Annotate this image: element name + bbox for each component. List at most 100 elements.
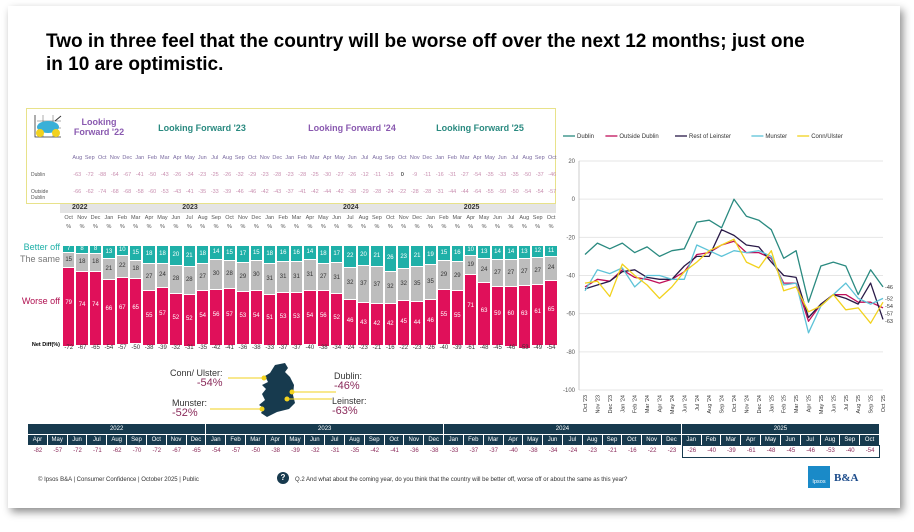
bar-the-same: 29	[438, 261, 450, 290]
bar-value: 13	[480, 248, 488, 255]
bar-value: 28	[226, 271, 233, 277]
month-header: Jul	[211, 155, 219, 161]
bar-the-same: 18	[89, 254, 102, 272]
bar-better-off: 18	[143, 246, 155, 264]
table-cell: -23	[285, 172, 294, 178]
net-value: -67	[77, 345, 87, 351]
bar-value: 18	[92, 259, 99, 265]
x-tick-label: Feb '25	[782, 395, 788, 413]
bar-value: 45	[400, 319, 408, 325]
bar-better-off: 12	[532, 246, 544, 258]
unit-label: %	[106, 224, 112, 230]
bar-the-same: 18	[130, 261, 142, 279]
table-cell: -26	[348, 172, 357, 178]
table-cell: -28	[410, 189, 419, 195]
month-header: Jan	[285, 155, 295, 161]
bar-better-off: 23	[398, 246, 410, 269]
bar-the-same: 27	[317, 264, 329, 291]
net-value-cell: -26	[687, 448, 697, 454]
table-cell: -50	[523, 172, 532, 178]
bar-the-same: 31	[331, 263, 343, 294]
bar-the-same: 32	[398, 269, 410, 301]
table-cell: -53	[160, 189, 169, 195]
bar-value: 31	[333, 274, 341, 281]
table-cell: -43	[273, 189, 282, 195]
month-header: Sep	[840, 435, 860, 445]
unit-label: %	[253, 224, 259, 230]
table-cell: -23	[198, 172, 207, 178]
bar-value: 15	[252, 249, 260, 256]
unit-label: %	[548, 224, 554, 230]
month-header: Apr	[265, 435, 285, 445]
month-header: Aug	[72, 155, 83, 161]
net-value-cell: -35	[350, 448, 360, 454]
net-value-cell: -72	[73, 448, 82, 454]
bar-value: 15	[440, 249, 448, 256]
bar-better-off: 20	[357, 246, 370, 266]
table-cell: -46	[248, 189, 257, 195]
bar-the-same: 31	[290, 262, 303, 293]
bar-worse-off: 71	[465, 275, 477, 346]
bar-better-off: 21	[411, 246, 423, 267]
table-cell: -29	[360, 189, 369, 195]
table-cell: -34	[185, 172, 194, 178]
net-value: -53	[519, 345, 529, 351]
bar-worse-off: 57	[156, 288, 169, 345]
bar-value: 46	[427, 318, 434, 325]
net-diff-label: Net Diff(%)	[31, 342, 60, 348]
table-cell: -44	[448, 189, 457, 195]
legend-label: Outside Dublin	[619, 134, 658, 140]
bar-the-same: 24	[478, 259, 490, 283]
bar-value: 10	[467, 247, 475, 253]
month-header: Nov	[409, 155, 420, 161]
net-value-cell: -40	[845, 448, 855, 454]
month-header: Nov	[259, 155, 270, 161]
net-value-cell: -37	[489, 448, 498, 454]
bar-value: 15	[132, 249, 140, 256]
end-label: -57	[885, 311, 893, 317]
month-header: Dec	[272, 155, 283, 161]
label-better-off: Better off	[23, 242, 60, 252]
table-cell: -33	[210, 189, 219, 195]
net-value-cell: -42	[370, 448, 380, 454]
year-label: 2025	[463, 204, 480, 211]
month-label: Oct	[386, 215, 395, 221]
bar-value: 53	[279, 314, 287, 321]
copyright: © Ipsos B&A | Consumer Confidence | Octo…	[38, 477, 199, 483]
bar-value: 27	[319, 273, 327, 280]
table-cell: -29	[248, 172, 257, 178]
bar-the-same: 22	[116, 256, 128, 278]
month-header: Mar	[160, 155, 170, 161]
net-value: -54	[546, 345, 556, 351]
bar-better-off: 15	[438, 246, 450, 261]
month-header: Sep	[602, 435, 622, 445]
bar-the-same: 24	[156, 264, 169, 288]
net-value-cell: -62	[112, 448, 122, 454]
bar-value: 18	[159, 251, 166, 257]
month-label: Sep	[211, 215, 221, 221]
bar-value: 21	[373, 252, 381, 259]
bar-value: 57	[226, 311, 233, 318]
x-tick-label: Apr '24	[658, 395, 664, 412]
unit-label: %	[240, 224, 246, 230]
bar-value: 29	[453, 272, 461, 279]
month-header: Jun	[497, 155, 507, 161]
net-value-cell: -24	[568, 448, 578, 454]
bar-value: 20	[172, 252, 180, 258]
bar-value: 55	[440, 312, 448, 318]
bar-better-off: 26	[384, 246, 396, 272]
month-header: Jul	[87, 435, 107, 445]
table-cell: 0	[400, 172, 404, 178]
table-cell: -24	[385, 189, 394, 195]
month-header: Sep	[534, 155, 545, 161]
year-header: 2024	[444, 424, 681, 434]
month-header: Apr	[472, 155, 482, 161]
bar-better-off: 18	[264, 246, 276, 264]
table-cell: -11	[373, 172, 382, 178]
net-value: -37	[278, 345, 288, 351]
bar-worse-off: 79	[63, 268, 75, 347]
bar-value: 27	[520, 268, 528, 275]
bar-better-off: 16	[277, 246, 289, 262]
table-cell: -15	[385, 172, 394, 178]
month-header: Mar	[721, 435, 741, 445]
